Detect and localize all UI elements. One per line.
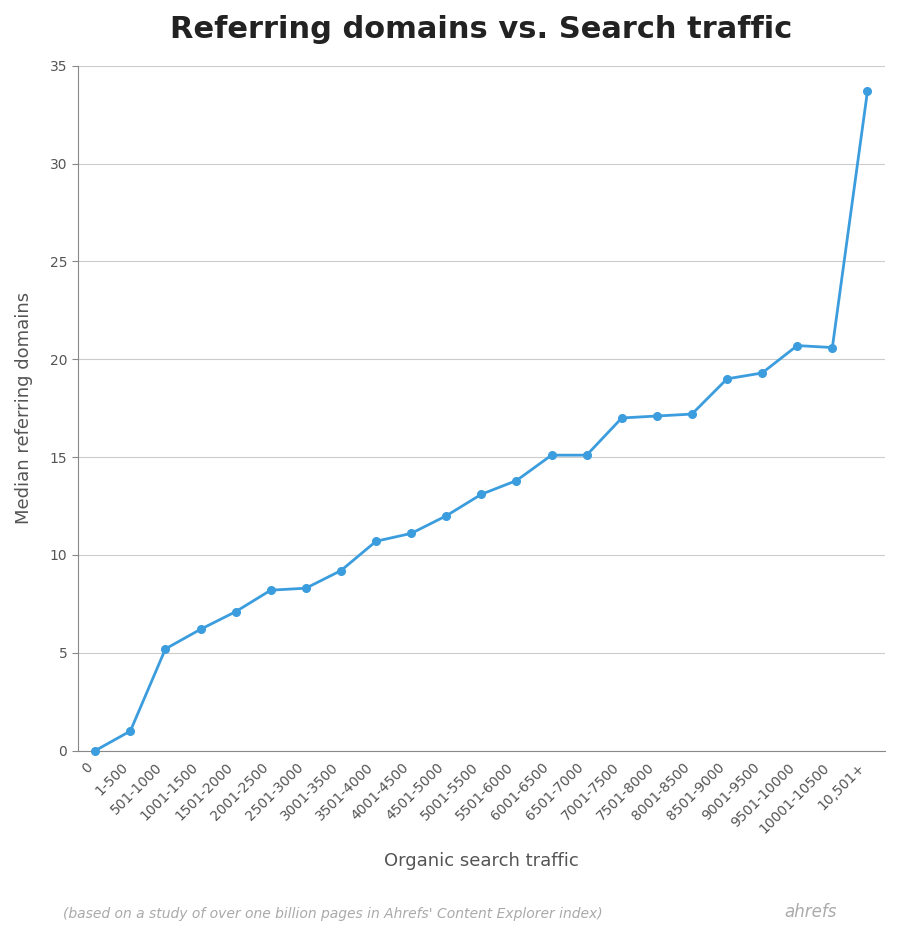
Text: ahrefs: ahrefs	[785, 903, 837, 921]
Title: Referring domains vs. Search traffic: Referring domains vs. Search traffic	[170, 15, 793, 44]
Y-axis label: Median referring domains: Median referring domains	[15, 292, 33, 525]
Text: (based on a study of over one billion pages in Ahrefs' Content Explorer index): (based on a study of over one billion pa…	[63, 907, 603, 921]
X-axis label: Organic search traffic: Organic search traffic	[384, 853, 579, 870]
